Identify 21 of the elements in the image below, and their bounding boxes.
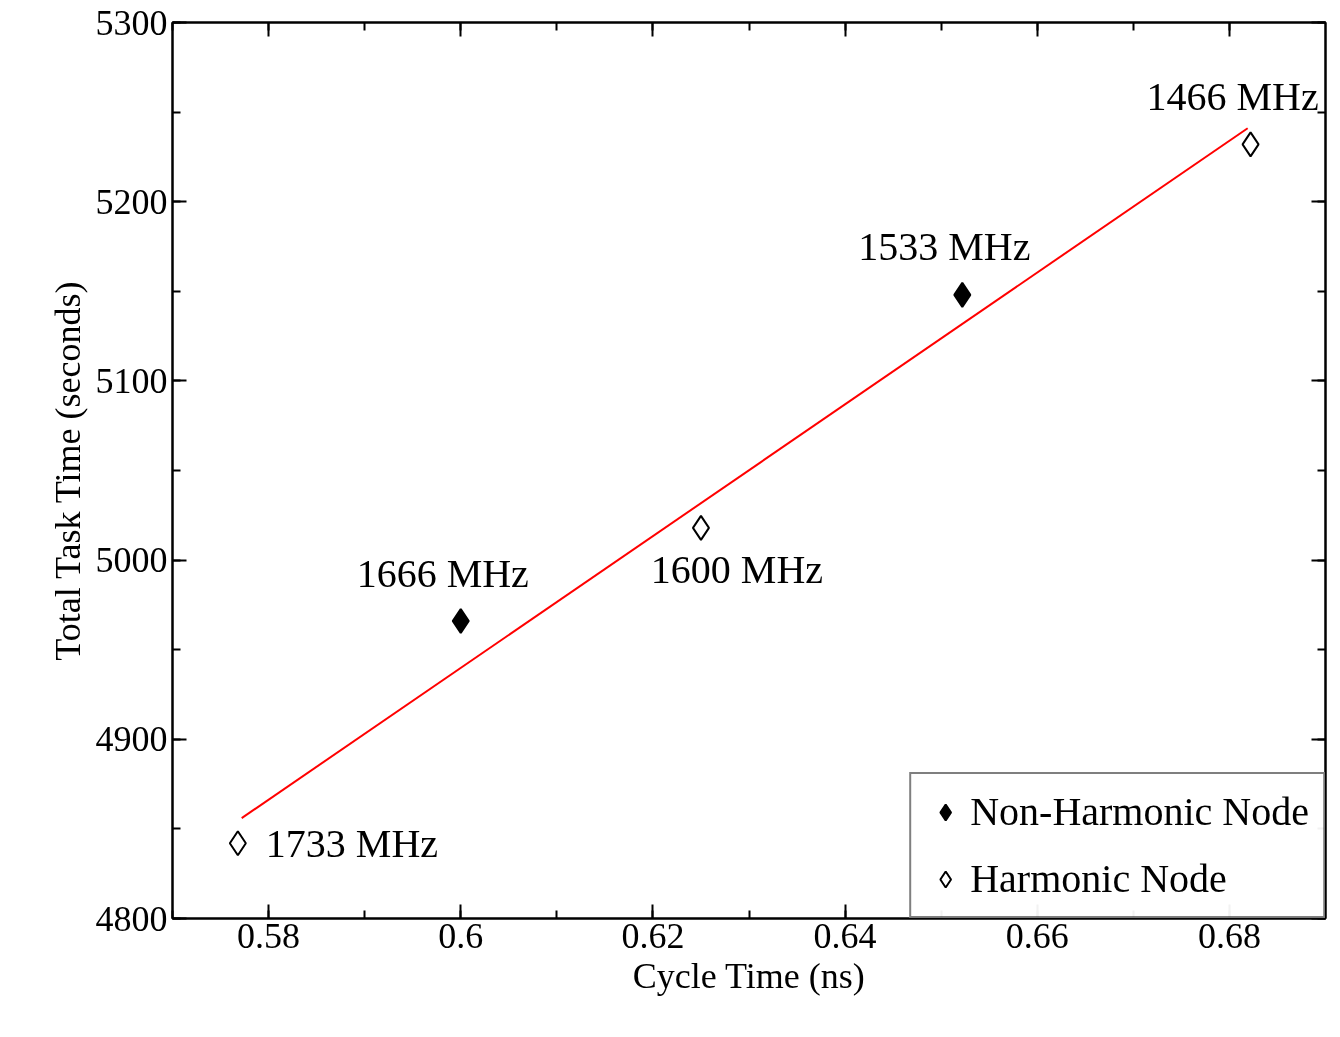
x-tick-label: 0.62 — [621, 915, 685, 956]
annotation: 1466 MHz — [1146, 73, 1319, 119]
y-tick-label: 5300 — [95, 2, 168, 43]
x-tick-label: 0.64 — [813, 915, 877, 956]
annotation: 1733 MHz — [265, 820, 439, 866]
annotation: 1533 MHz — [858, 224, 1031, 270]
y-axis-title: Total Task Time (seconds) — [47, 281, 88, 661]
x-tick-label: 0.66 — [1005, 915, 1069, 956]
y-tick-label: 5200 — [95, 181, 168, 222]
x-axis-title: Cycle Time (ns) — [632, 955, 865, 996]
x-tick-label: 0.6 — [438, 915, 484, 956]
legend-label: Non-Harmonic Node — [970, 788, 1309, 835]
x-tick-label: 0.68 — [1197, 915, 1261, 956]
x-tick-label: 0.58 — [237, 915, 301, 956]
y-tick-label: 4800 — [95, 898, 168, 939]
annotation: 1600 MHz — [650, 547, 824, 593]
legend-label: Harmonic Node — [970, 855, 1227, 902]
y-tick-label: 4900 — [95, 719, 168, 760]
y-tick-label: 5100 — [95, 360, 168, 401]
annotation: 1666 MHz — [356, 550, 529, 596]
y-tick-label: 5000 — [95, 540, 168, 581]
